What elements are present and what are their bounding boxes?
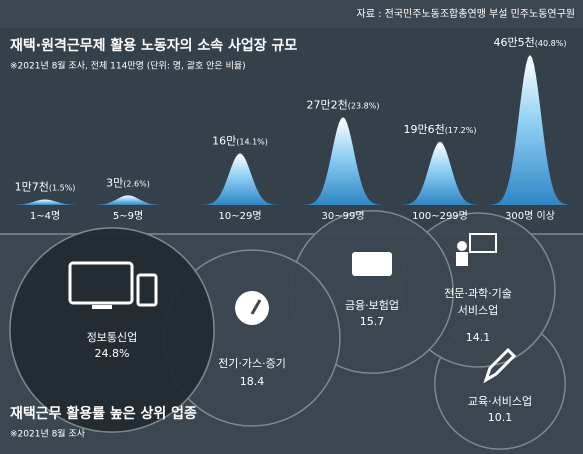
x-tick-label: 30~99명: [321, 210, 364, 222]
icon: [68, 261, 134, 305]
share-label: (14.1%): [236, 137, 268, 146]
share-label: (23.8%): [348, 101, 380, 110]
x-tick-label: 300명 이상: [505, 210, 555, 222]
value-label: 19만6천(17.2%): [404, 122, 477, 136]
icon: [456, 252, 468, 266]
icon: [136, 273, 158, 307]
bell: [301, 117, 385, 205]
chart-title: 재택근무 활용률 높은 상위 업종: [10, 405, 197, 422]
value-label: 14.1: [466, 331, 491, 344]
bubble: [9, 227, 215, 433]
value-label: 10.1: [488, 411, 513, 424]
chart-subtitle: ※2021년 8월 조사, 전체 114만명 (단위: 명, 괄호 안은 비율): [10, 60, 246, 72]
bell: [86, 195, 170, 205]
top-panel: [0, 28, 583, 233]
icon: [483, 347, 517, 384]
value-label-main: 19만6천: [404, 122, 445, 136]
bubble-label: 전기·가스·증기: [218, 357, 286, 370]
share-label: (1.5%): [49, 183, 76, 192]
value-label: 15.7: [360, 315, 385, 328]
icon: [250, 299, 262, 315]
share-label: (2.6%): [123, 179, 150, 188]
bubble-label-line: 서비스업: [458, 304, 498, 317]
bubble-layer: ₩ 정보통신업 24.8% 전기·가스·증기 18.4 금융·보험업 15.7 전문·과학·기…: [9, 210, 566, 450]
x-tick-label: 5~9명: [113, 210, 143, 222]
value-label-main: 3만: [106, 176, 123, 189]
x-tick-label: 100~299명: [412, 210, 468, 222]
chart-title: 재택·원격근무제 활용 노동자의 소속 사업장 규모: [10, 37, 297, 54]
bell: [3, 199, 87, 205]
icon: [457, 241, 467, 251]
value-label: 24.8%: [95, 347, 130, 360]
value-label: 27만2천(23.8%): [307, 97, 380, 111]
value-label-main: 46만5천: [494, 35, 535, 49]
icon: ₩: [364, 257, 380, 273]
value-label-main: 27만2천: [307, 97, 348, 111]
value-label: 46만5천(40.8%): [494, 35, 567, 49]
bubble-label: 금융·보험업: [345, 299, 399, 312]
value-label-main: 1만7천: [15, 180, 49, 194]
icon: [352, 252, 392, 276]
value-label: 3만(2.6%): [106, 176, 150, 189]
x-tick-label: 1~4명: [30, 210, 60, 222]
bubble-label: 교육·서비스업: [468, 395, 532, 408]
bell: [398, 141, 482, 205]
value-label: 18.4: [240, 375, 265, 388]
chart-subtitle: ※2021년 8월 조사: [10, 428, 86, 440]
bell: [198, 153, 282, 205]
icon: [235, 291, 269, 325]
icon: [469, 233, 497, 253]
bubble-label-line: 전문·과학·기술: [444, 287, 512, 300]
share-label: (17.2%): [445, 125, 477, 134]
icon: [92, 305, 112, 309]
value-label-main: 16만: [212, 134, 236, 147]
share-label: (40.8%): [535, 39, 567, 48]
value-label: 16만(14.1%): [212, 134, 268, 147]
x-tick-label: 10~29명: [218, 210, 261, 222]
bubble-label: 정보통신업: [87, 331, 138, 344]
bell: [488, 55, 572, 205]
value-label: 1만7천(1.5%): [15, 180, 76, 194]
source: 자료 : 전국민주노동조합총연맹 부설 민주노동연구원: [357, 8, 575, 20]
